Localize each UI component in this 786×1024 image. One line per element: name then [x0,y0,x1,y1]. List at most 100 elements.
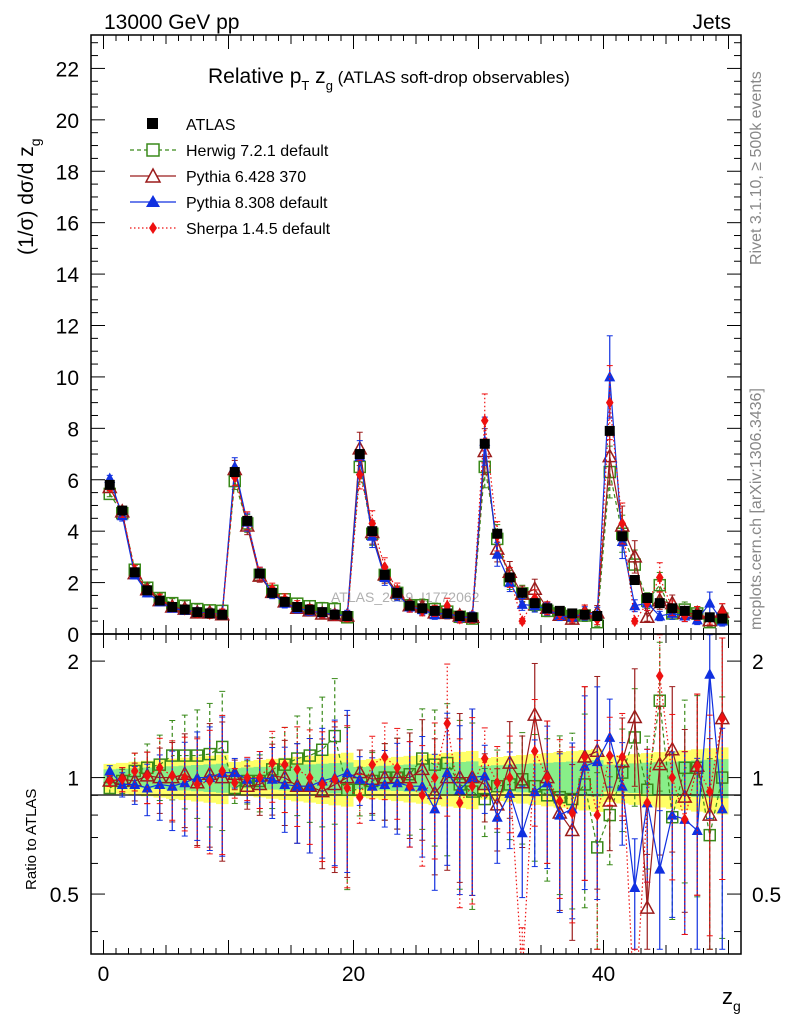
pythia6-line [109,715,723,909]
sherpa-point [193,778,202,791]
y-tick-label: 8 [67,418,79,441]
atlas-point [542,603,553,614]
atlas-point [129,567,140,578]
sherpa-point [643,597,652,610]
sherpa-point [605,749,614,762]
sherpa-point [530,592,539,605]
bottom-data [101,634,731,954]
bottom-frame [90,633,742,955]
pythia8-point [154,778,166,789]
sherpa-point [130,764,139,777]
sherpa-point [480,414,489,427]
atlas-point [692,609,703,620]
atlas-point [179,604,190,615]
herwig-marker-icon [146,143,160,157]
atlas-point [217,609,228,620]
legend-item-atlas: ATLAS [147,117,236,134]
atlas-point [604,425,615,436]
pythia8-point [604,370,616,382]
pythia8-point [129,778,141,789]
pythia6-point [651,756,668,771]
pythia8-point [666,809,678,820]
x-tick-label: 20 [342,963,365,986]
y-tick-label: 20 [56,110,79,133]
sherpa-point [680,610,689,623]
atlas-point [304,604,315,615]
atlas-point [529,598,540,609]
y-tick-label-right: 0.5 [752,884,781,907]
atlas-point [367,526,378,537]
y-tick-label: 18 [56,161,79,184]
energy-label: 13000 GeV pp [104,11,239,34]
pythia8-point [629,881,641,892]
sherpa-point [168,769,177,782]
y-tick-label: 10 [56,367,79,390]
x-tick-label: 40 [592,963,615,986]
x-tick-label: 0 [98,963,110,986]
sherpa-point [305,771,314,784]
atlas-point [567,608,578,619]
sherpa-point [280,758,289,771]
sherpa-point [518,615,527,628]
sherpa-point [318,778,327,791]
y-tick-label: 4 [67,521,79,544]
sherpa-point [330,773,339,786]
sherpa-point [255,771,264,784]
pythia8-point [379,778,391,789]
pythia6-marker-icon [144,167,162,183]
rivet-version-label: Rivet 3.1.10, ≥ 500k events [748,71,765,265]
atlas-point [142,585,153,596]
top-ylabel: (1/σ) dσ/d zg [15,138,43,255]
atlas-point [192,607,203,618]
pythia8-point [229,766,241,778]
bottom-panel: 0 20 40 0.5 0.5 1 1 2 2 [50,633,781,986]
sherpa-point [618,517,627,530]
atlas-point [242,515,253,526]
atlas-point [467,612,478,623]
plot-title: Relative pT zg (ATLAS soft-drop observab… [208,65,570,93]
atlas-point [554,605,565,616]
svg-text:Sherpa 1.4.5 default: Sherpa 1.4.5 default [186,221,331,238]
sherpa-point [230,776,239,789]
atlas-point [329,609,340,620]
atlas-point [254,568,265,579]
svg-text:ATLAS: ATLAS [186,117,236,134]
watermark: ATLAS_2019_I1772062 [331,589,480,605]
top-panel: ATLAS_2019_I1772062 0 2 4 6 8 10 12 14 16 18 20 22 [56,34,742,647]
atlas-point [392,587,403,598]
bottom-xlabel: zg [722,984,741,1014]
pythia8-point [191,771,203,783]
top-axis-ticks: 0 2 4 6 8 10 12 14 16 18 20 22 [56,35,741,647]
atlas-point [617,531,628,542]
svg-text:Pythia 8.308 default: Pythia 8.308 default [186,195,328,212]
pythia8-point [616,780,628,791]
sherpa-point [368,758,377,771]
atlas-point [479,438,490,449]
y-tick-label: 1 [67,768,79,791]
pythia8-point [454,783,466,795]
sherpa-point [355,791,364,804]
legend-item-herwig: Herwig 7.2.1 default [130,143,329,160]
sherpa-series [105,634,727,954]
atlas-point [354,449,365,460]
sherpa-point [568,806,577,819]
pythia8-point [691,824,703,835]
pythia8-point [104,764,116,776]
sherpa-point [430,771,439,784]
atlas-point [167,602,178,613]
y-tick-label: 0 [67,624,79,647]
pythia6-point [639,608,656,624]
sherpa-point [480,752,489,765]
sherpa-point [180,771,189,784]
sherpa-point [718,606,727,619]
bottom-ylabel: Ratio to ATLAS [23,789,40,890]
sherpa-point [505,771,514,784]
sherpa-series [105,365,727,628]
atlas-marker-icon [147,118,158,129]
sherpa-point [680,813,689,826]
pythia8-point [704,597,716,608]
y-tick-label: 14 [56,264,80,287]
pythia6-point [626,548,643,563]
pythia6-point [626,708,643,724]
